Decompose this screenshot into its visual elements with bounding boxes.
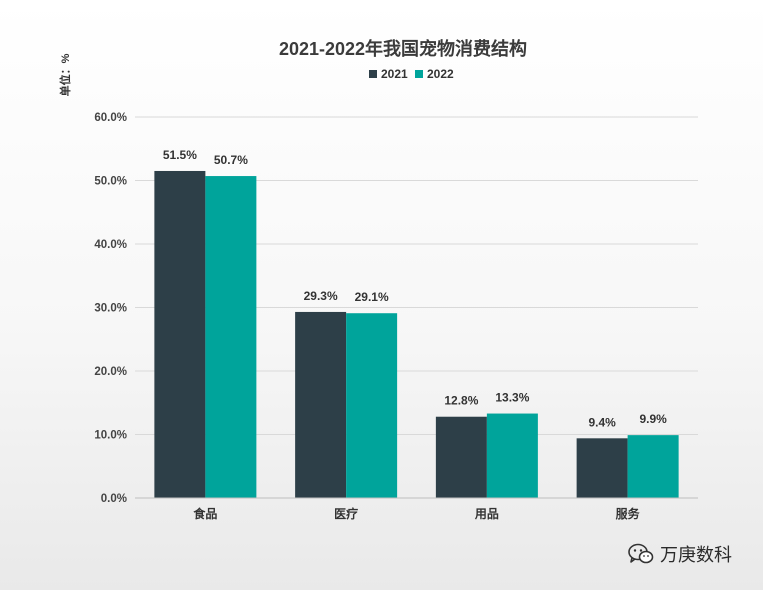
bars	[154, 170, 679, 498]
data-label: 13.3%	[495, 391, 529, 405]
category-label: 食品	[192, 506, 217, 521]
legend-swatch-2022	[415, 70, 423, 78]
y-tick-label: 30.0%	[94, 303, 127, 315]
watermark-text: 万庚数科	[660, 545, 732, 566]
bar-2022	[486, 413, 538, 498]
legend-label-2021: 2021	[381, 67, 408, 81]
y-tick-label: 40.0%	[94, 239, 127, 251]
y-axis-ticks: 0.0% 10.0% 20.0% 30.0% 40.0% 50.0% 60.0%	[94, 112, 127, 505]
bar-2021	[154, 170, 206, 498]
data-label: 51.5%	[163, 148, 197, 162]
y-tick-label: 60.0%	[94, 112, 127, 124]
category-label: 用品	[474, 507, 499, 521]
bar-2021	[435, 416, 487, 498]
y-tick-label: 10.0%	[94, 430, 127, 442]
legend-label-2022: 2022	[427, 67, 454, 81]
bar-2022	[627, 435, 679, 498]
data-label: 29.1%	[355, 290, 389, 304]
data-label: 9.4%	[588, 415, 616, 429]
y-tick-label: 50.0%	[94, 176, 127, 188]
y-tick-label: 0.0%	[101, 493, 127, 505]
bar-2022	[346, 313, 398, 498]
legend-swatch-2021	[369, 70, 377, 78]
watermark: 万庚数科	[628, 541, 732, 567]
unit-label: 单位：%	[58, 53, 72, 96]
data-labels: 51.5% 50.7% 29.3% 29.1% 12.8% 13.3% 9.4% 9.9%	[163, 148, 667, 429]
category-label: 医疗	[334, 506, 358, 521]
data-label: 12.8%	[444, 394, 478, 408]
bar-2021	[295, 311, 347, 498]
category-label: 服务	[616, 506, 641, 521]
y-tick-label: 20.0%	[94, 366, 127, 378]
data-label: 29.3%	[304, 289, 338, 303]
data-label: 9.9%	[639, 412, 667, 426]
x-axis-categories: 食品 医疗 用品 服务	[192, 506, 640, 521]
chart-title: 2021-2022年我国宠物消费结构	[279, 38, 527, 59]
data-label: 50.7%	[214, 153, 248, 167]
legend: 2021 2022	[369, 67, 454, 81]
wechat-icon	[628, 543, 654, 564]
bar-2021	[576, 438, 628, 498]
bar-2022	[205, 176, 257, 498]
